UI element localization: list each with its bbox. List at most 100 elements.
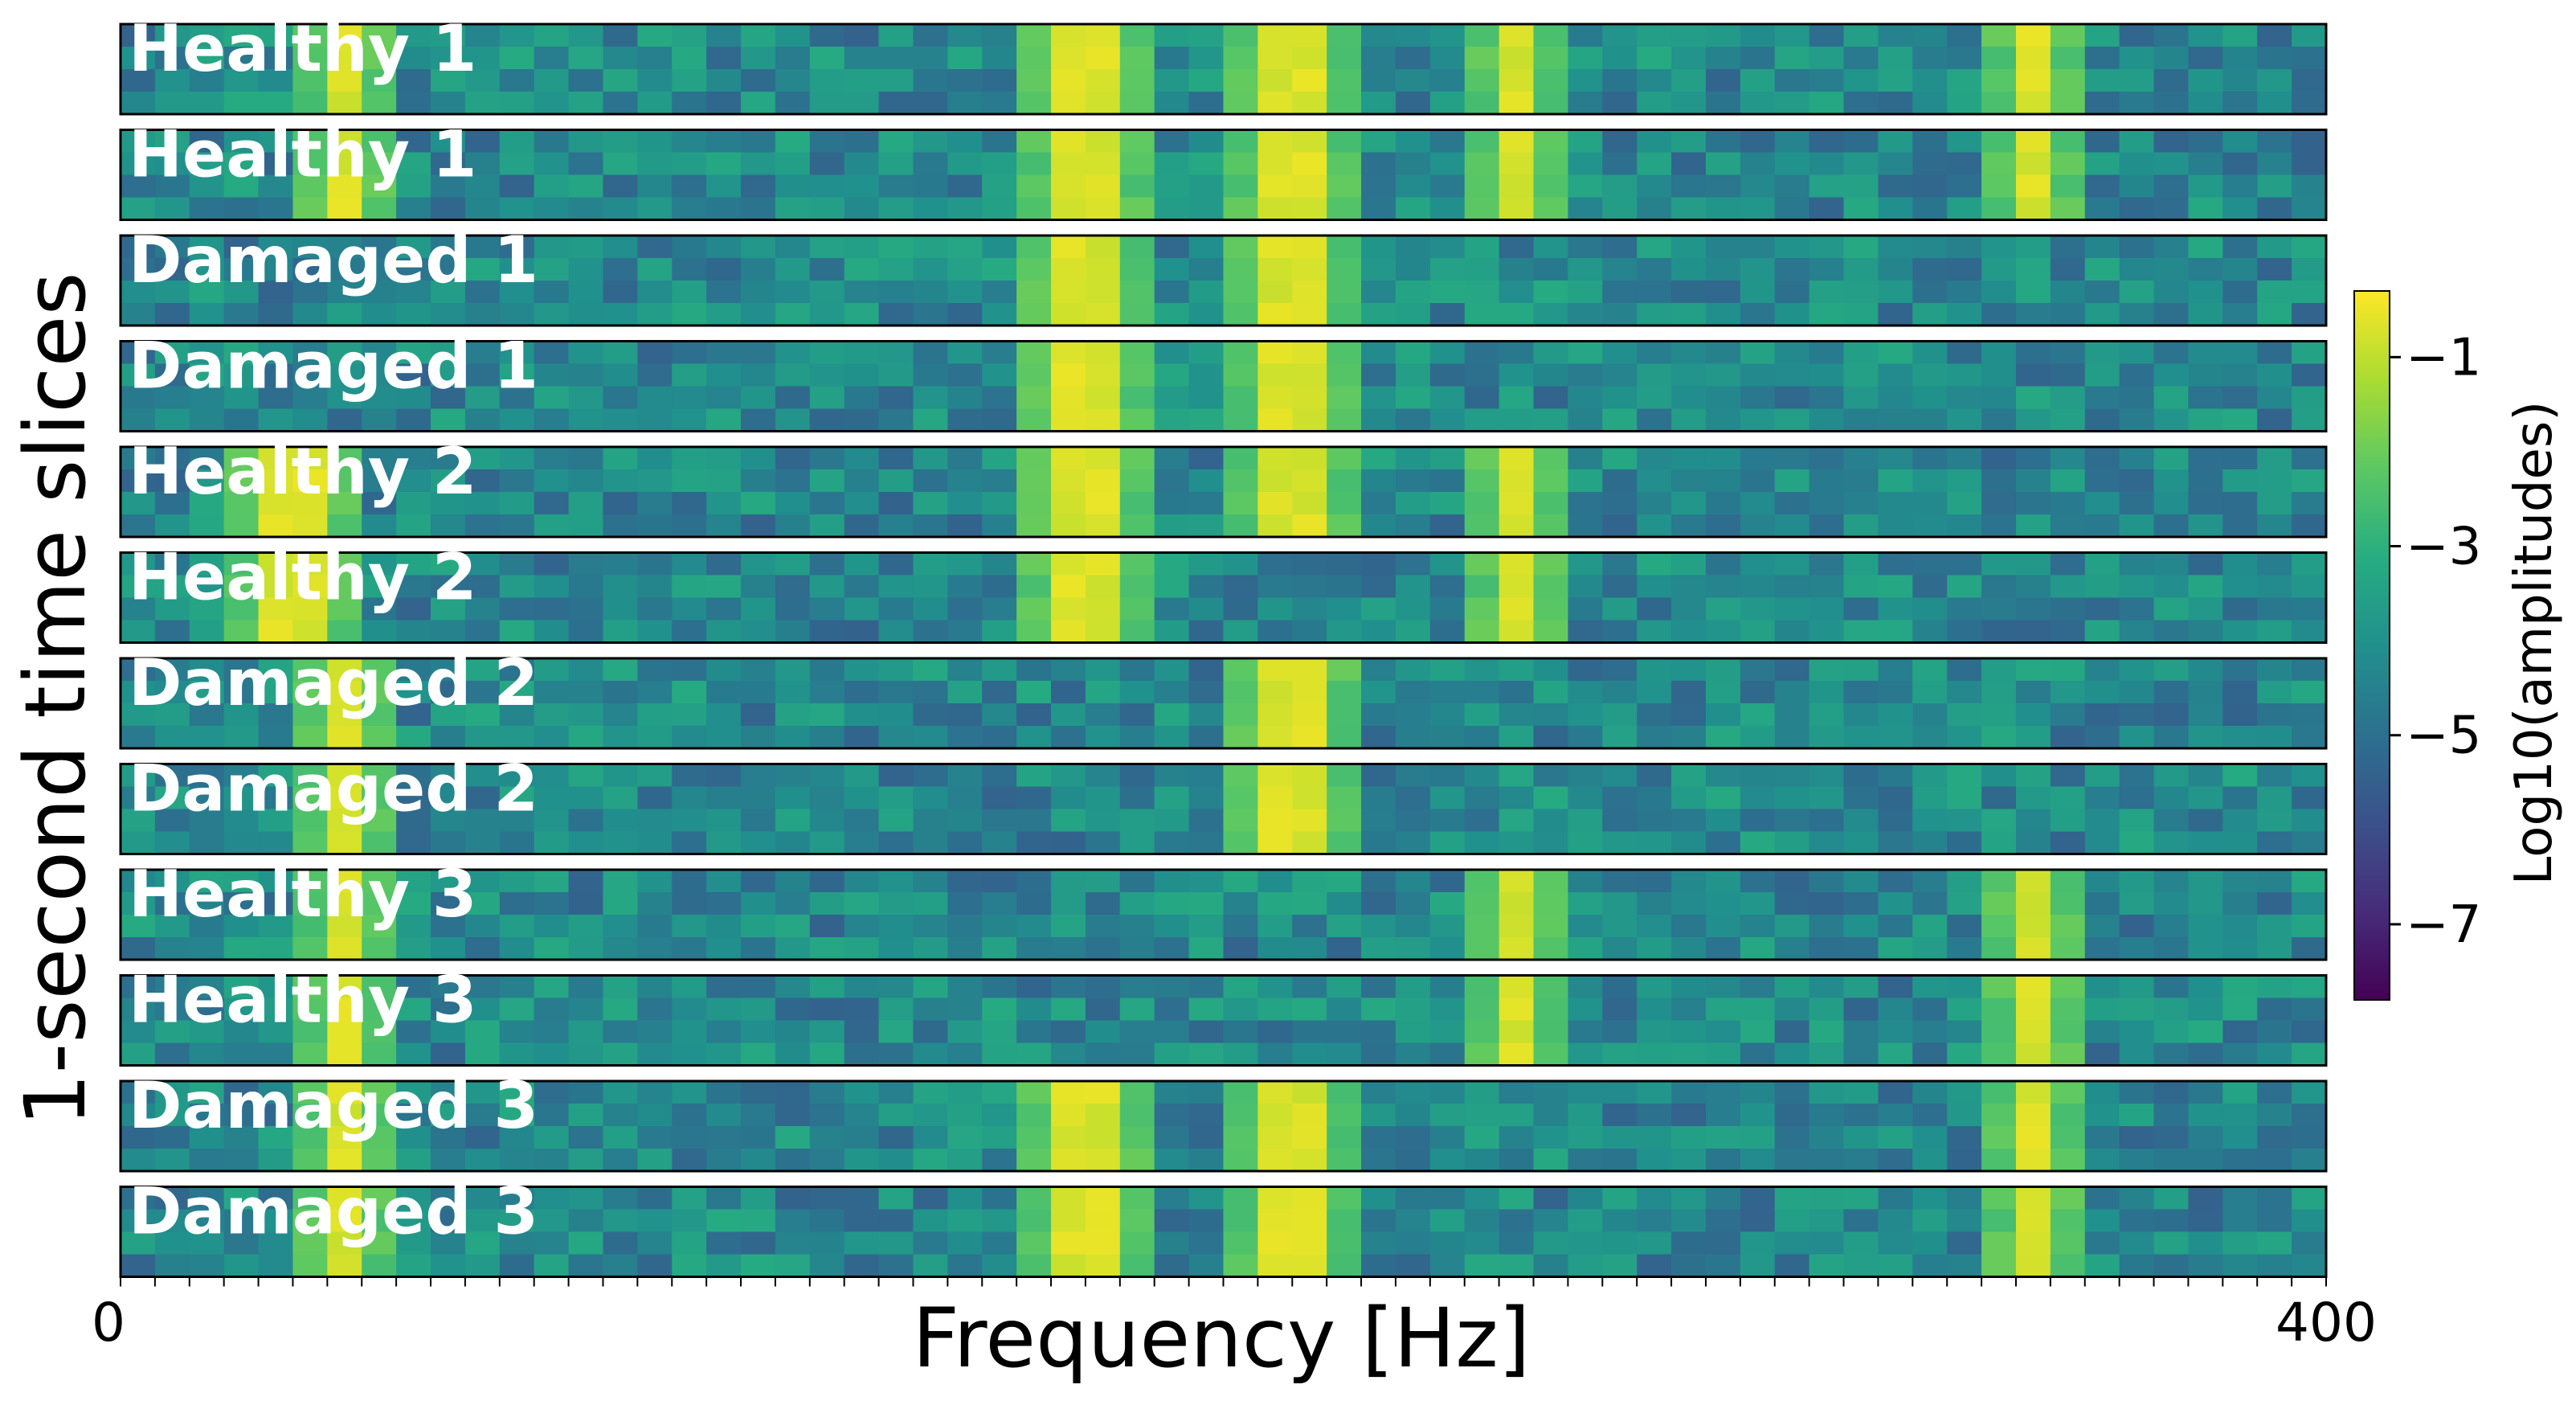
heatmap-cell bbox=[1499, 658, 1535, 682]
heatmap-cell bbox=[1223, 303, 1258, 326]
heatmap-cell bbox=[1740, 1209, 1776, 1233]
heatmap-cell bbox=[1464, 1126, 1500, 1149]
heatmap-cell bbox=[1085, 726, 1121, 749]
heatmap-cell bbox=[1429, 386, 1466, 410]
heatmap-cell bbox=[292, 726, 328, 749]
heatmap-cell bbox=[121, 1231, 156, 1255]
heatmap-cell bbox=[1154, 892, 1190, 916]
heatmap-cell bbox=[775, 764, 811, 788]
heatmap-cell bbox=[1188, 1081, 1225, 1104]
heatmap-cell bbox=[568, 1081, 604, 1104]
heatmap-cell bbox=[1637, 69, 1672, 92]
heatmap-cell bbox=[1154, 152, 1190, 176]
heatmap-cell bbox=[2050, 681, 2086, 704]
heatmap-cell bbox=[1878, 152, 1913, 176]
heatmap-cell bbox=[913, 1149, 948, 1172]
heatmap-cell bbox=[534, 341, 570, 365]
heatmap-cell bbox=[431, 129, 466, 154]
heatmap-cell bbox=[2050, 1126, 2086, 1149]
heatmap-cell bbox=[1154, 681, 1190, 704]
strip-frame bbox=[119, 657, 2328, 750]
heatmap-cell bbox=[2084, 658, 2120, 682]
heatmap-cell bbox=[258, 892, 294, 916]
heatmap-cell bbox=[2222, 831, 2258, 855]
heatmap-cell bbox=[1464, 514, 1500, 538]
heatmap-cell bbox=[431, 174, 466, 199]
heatmap-cell bbox=[362, 1254, 397, 1278]
heatmap-cell bbox=[947, 469, 983, 493]
heatmap-cell bbox=[1637, 870, 1672, 893]
heatmap-cell bbox=[2084, 892, 2120, 916]
heatmap-cell bbox=[672, 870, 707, 893]
heatmap-cell bbox=[982, 197, 1017, 221]
heatmap-cell bbox=[189, 703, 225, 727]
heatmap-cell bbox=[1947, 870, 1982, 893]
heatmap-cell bbox=[1051, 1020, 1086, 1044]
heatmap-cell bbox=[1878, 492, 1913, 515]
heatmap-cell bbox=[2084, 575, 2120, 599]
heatmap-cell bbox=[189, 809, 225, 833]
heatmap-cell bbox=[2257, 552, 2292, 576]
heatmap-cell bbox=[1947, 363, 1982, 387]
heatmap-cell bbox=[568, 975, 604, 999]
heatmap-cell bbox=[878, 726, 914, 749]
heatmap-cell bbox=[1119, 341, 1155, 365]
heatmap-cell bbox=[1533, 1020, 1569, 1044]
heatmap-cell bbox=[1429, 575, 1466, 599]
heatmap-cell bbox=[362, 975, 397, 999]
heatmap-cell bbox=[292, 1081, 328, 1104]
heatmap-cell bbox=[223, 809, 260, 833]
heatmap-cell bbox=[1327, 258, 1362, 281]
heatmap-cell bbox=[189, 258, 225, 281]
heatmap-cell bbox=[121, 1209, 156, 1233]
heatmap-cell bbox=[1464, 597, 1500, 621]
heatmap-cell bbox=[1637, 1042, 1672, 1067]
heatmap-cell bbox=[1223, 1254, 1258, 1278]
heatmap-cell bbox=[1809, 1104, 1845, 1127]
heatmap-cell bbox=[844, 47, 880, 70]
heatmap-cell bbox=[1292, 408, 1327, 432]
heatmap-cell bbox=[1085, 552, 1121, 576]
heatmap-cell bbox=[1223, 1081, 1258, 1104]
heatmap-cell bbox=[1016, 1231, 1052, 1255]
heatmap-cell bbox=[1843, 492, 1879, 515]
heatmap-cell bbox=[1223, 786, 1258, 810]
heatmap-cell bbox=[2119, 575, 2155, 599]
heatmap-cell bbox=[154, 831, 190, 855]
heatmap-cell bbox=[396, 1231, 431, 1255]
heatmap-cell bbox=[2153, 597, 2190, 621]
heatmap-cell bbox=[1361, 597, 1396, 621]
heatmap-cell bbox=[637, 1081, 673, 1104]
heatmap-cell bbox=[1395, 1209, 1431, 1233]
heatmap-cell bbox=[1429, 1126, 1466, 1149]
heatmap-cell bbox=[2050, 281, 2086, 304]
heatmap-cell bbox=[534, 726, 570, 749]
heatmap-cell bbox=[431, 492, 466, 515]
heatmap-cell bbox=[913, 1126, 948, 1149]
heatmap-cell bbox=[1119, 69, 1155, 92]
heatmap-cell bbox=[913, 47, 948, 70]
heatmap-cell bbox=[534, 1126, 570, 1149]
heatmap-cell bbox=[1809, 597, 1845, 621]
heatmap-cell bbox=[1223, 552, 1258, 576]
heatmap-cell bbox=[878, 1042, 914, 1067]
heatmap-cell bbox=[1016, 514, 1052, 538]
heatmap-cell bbox=[431, 1020, 466, 1044]
heatmap-cell bbox=[2188, 1020, 2223, 1044]
heatmap-cell bbox=[1637, 363, 1672, 387]
heatmap-cell bbox=[1671, 786, 1707, 810]
heatmap-cell bbox=[1119, 703, 1155, 727]
heatmap-cell bbox=[568, 1186, 604, 1210]
heatmap-cell bbox=[1602, 408, 1638, 432]
heatmap-cell bbox=[2292, 1149, 2327, 1172]
heatmap-cell bbox=[327, 1231, 362, 1255]
heatmap-cell bbox=[1292, 24, 1327, 47]
heatmap-cell bbox=[464, 386, 501, 410]
heatmap-cell bbox=[1361, 174, 1396, 199]
heatmap-cell bbox=[362, 703, 397, 727]
heatmap-cell bbox=[982, 997, 1017, 1022]
heatmap-cell bbox=[913, 341, 948, 365]
heatmap-cell bbox=[396, 552, 431, 576]
heatmap-cell bbox=[2292, 514, 2327, 538]
heatmap-cell bbox=[775, 1254, 811, 1278]
